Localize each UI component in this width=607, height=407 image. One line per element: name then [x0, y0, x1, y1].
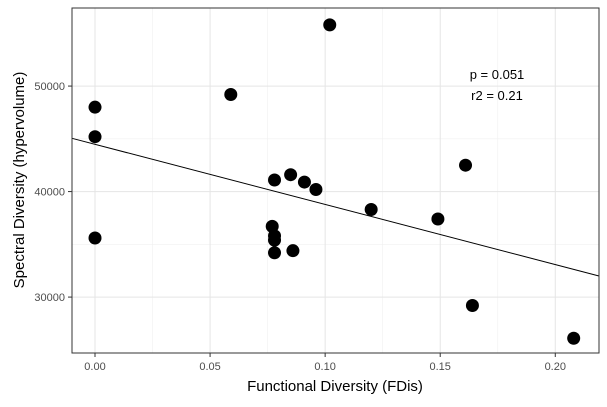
data-point	[268, 233, 282, 247]
x-tick-label: 0.00	[84, 361, 105, 373]
data-point	[268, 246, 282, 260]
x-axis-ticks: 0.00 0.05 0.10 0.15 0.20	[84, 353, 566, 373]
data-point	[268, 173, 282, 187]
trendline-group	[71, 137, 600, 277]
data-point	[567, 331, 581, 345]
data-point	[284, 168, 298, 182]
data-point	[465, 299, 479, 313]
plot-panel-border	[71, 7, 600, 354]
data-point	[224, 88, 238, 102]
data-points	[88, 18, 581, 345]
data-point	[286, 244, 300, 258]
x-tick-label: 0.20	[545, 361, 566, 373]
y-tick-label: 40000	[34, 187, 65, 199]
annotation-p-value: p = 0.051	[470, 67, 525, 82]
regression-line	[71, 137, 600, 277]
x-tick-label: 0.15	[429, 361, 450, 373]
x-tick-label: 0.10	[314, 361, 335, 373]
y-axis-ticks: 30000 40000 50000	[34, 81, 72, 304]
data-point	[297, 175, 311, 189]
x-axis-label: Functional Diversity (FDis)	[247, 378, 423, 395]
annotation-r2: r2 = 0.21	[471, 88, 523, 103]
data-point	[431, 212, 445, 226]
grid-lines	[72, 8, 599, 353]
data-point	[323, 18, 337, 32]
data-point	[309, 182, 323, 196]
data-point	[364, 203, 378, 217]
data-point	[88, 100, 102, 114]
x-tick-label: 0.05	[199, 361, 220, 373]
y-tick-label: 30000	[34, 292, 65, 304]
y-axis-label: Spectral Diversity (hypervolume)	[11, 72, 28, 289]
data-point	[88, 231, 102, 245]
data-point	[88, 130, 102, 144]
data-point	[459, 158, 473, 172]
y-tick-label: 50000	[34, 81, 65, 93]
